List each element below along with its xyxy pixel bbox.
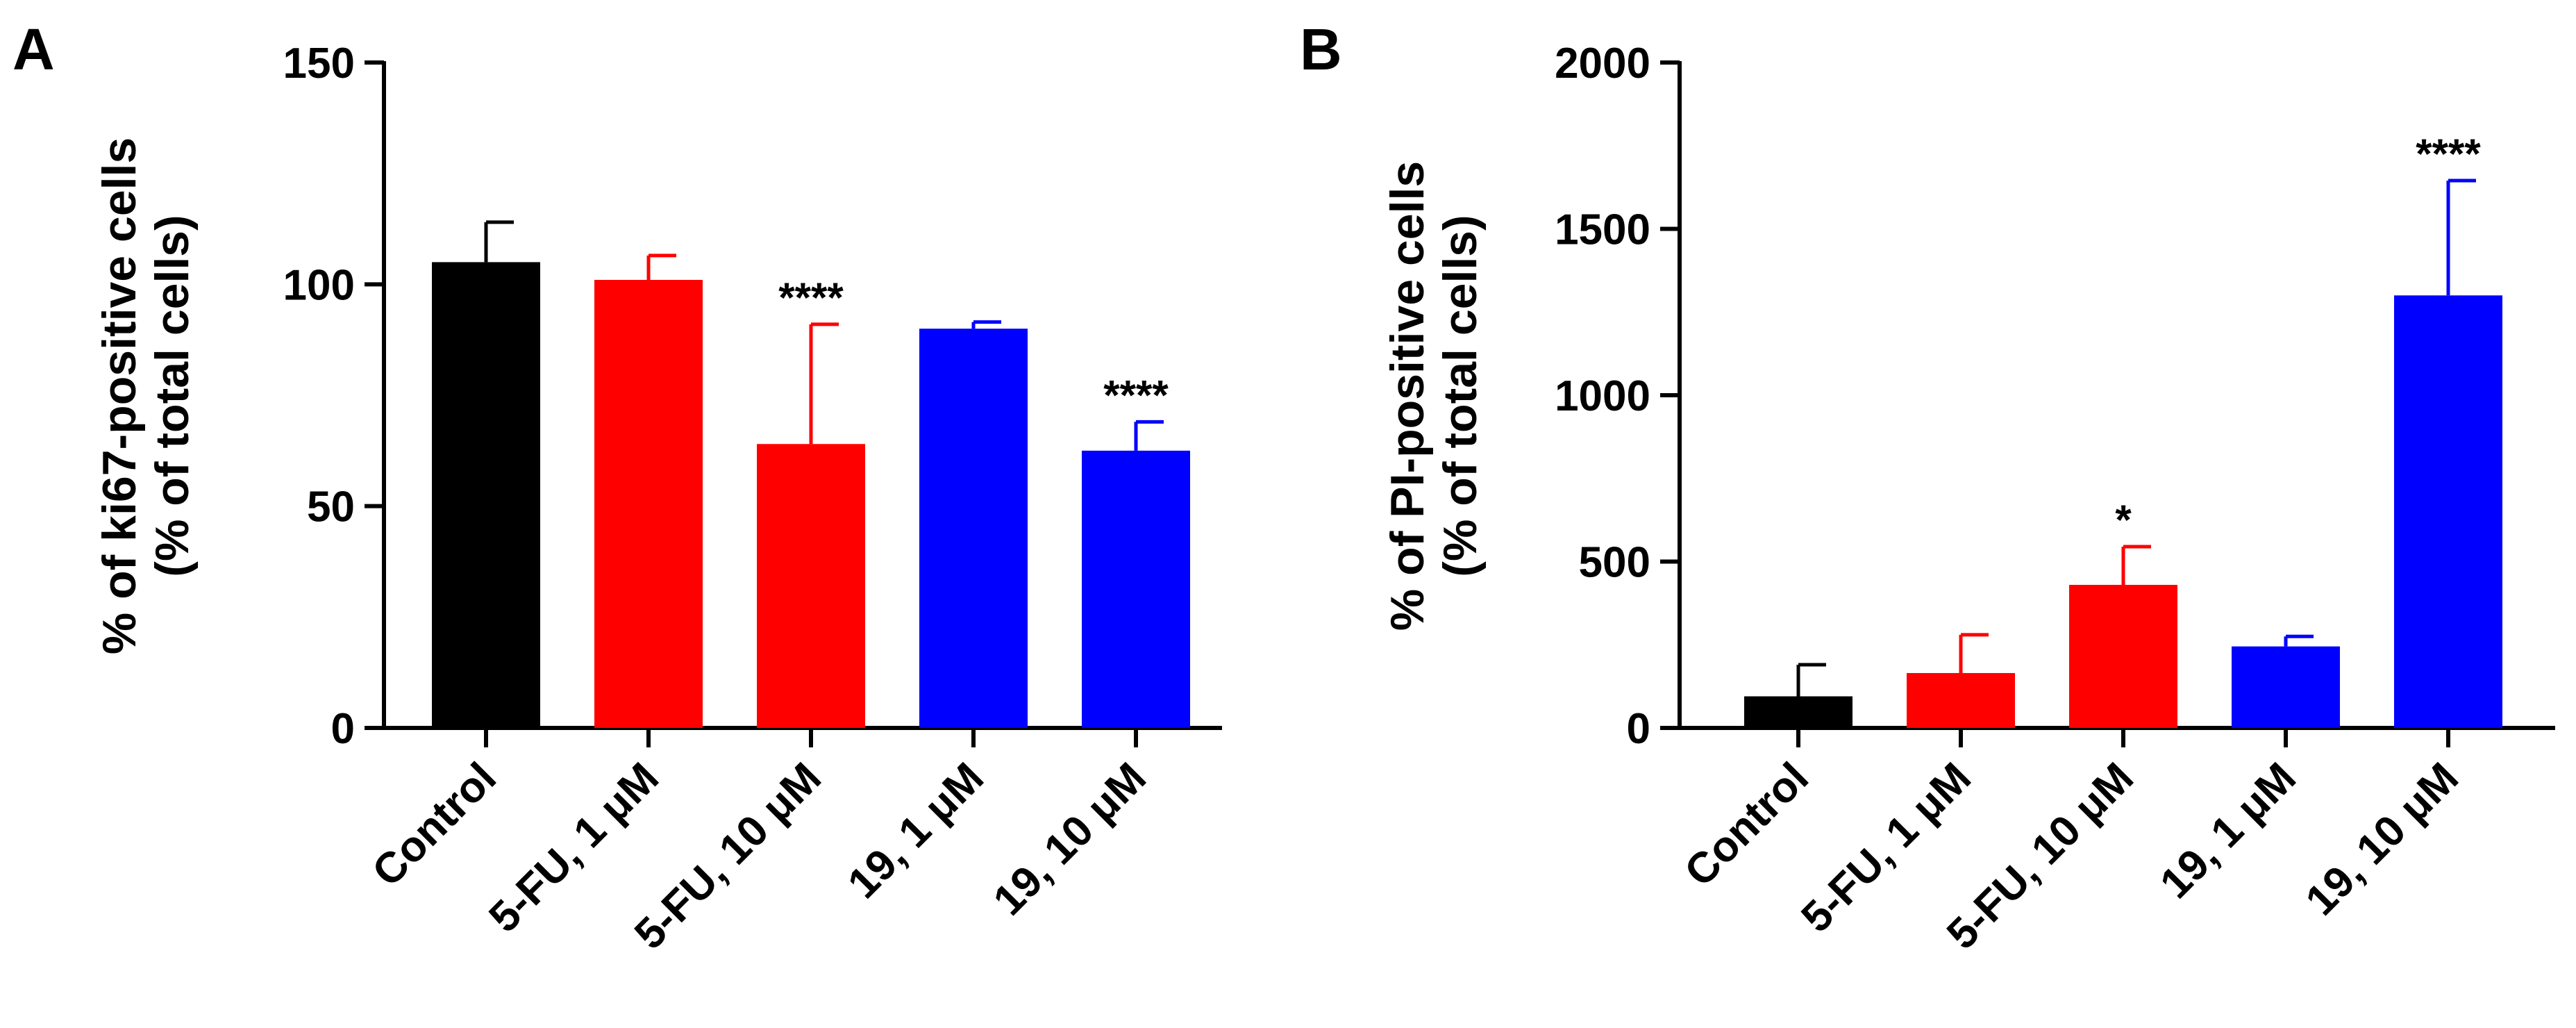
chart-a-bar-1 bbox=[594, 279, 703, 728]
chart-b-bar-2 bbox=[2069, 585, 2177, 728]
chart-a-significance-4: **** bbox=[1103, 372, 1169, 418]
panel-b-ylabel-line1: % of PI-positive cells bbox=[1381, 161, 1434, 631]
chart-b-ytick-label-4: 2000 bbox=[1555, 40, 1650, 88]
chart-a-bar-0 bbox=[432, 262, 540, 728]
chart-b-category-label-0: Control bbox=[1675, 754, 1818, 896]
chart-a-ytick-label-3: 150 bbox=[283, 40, 355, 88]
chart-a-category-label-0: Control bbox=[363, 754, 505, 896]
panel-b-ylabel-line2: (% of total cells) bbox=[1434, 215, 1487, 577]
chart-b-ytick-label-2: 1000 bbox=[1555, 372, 1650, 420]
chart-a-category-label-3: 19, 1 μM bbox=[839, 754, 993, 908]
chart-b-ytick-label-1: 500 bbox=[1579, 539, 1650, 587]
chart-a-significance-2: **** bbox=[778, 274, 844, 321]
chart-a-bar-2 bbox=[757, 444, 865, 728]
panel-a-ylabel-line2: (% of total cells) bbox=[146, 215, 199, 577]
chart-b-ytick-label-0: 0 bbox=[1627, 705, 1650, 753]
chart-b-bar-1 bbox=[1907, 672, 2015, 728]
chart-a-bar-3 bbox=[919, 329, 1028, 728]
chart-a-bar-4 bbox=[1082, 450, 1190, 728]
chart-a-ytick-label-0: 0 bbox=[331, 705, 355, 753]
chart-b-significance-2: * bbox=[2115, 497, 2132, 543]
chart-b-bar-0 bbox=[1744, 696, 1852, 728]
chart-a-ytick-label-1: 50 bbox=[307, 483, 355, 531]
panel-a-letter: A bbox=[12, 17, 55, 82]
chart-b-category-label-4: 19, 10 μM bbox=[2297, 754, 2468, 925]
chart-b-category-label-3: 19, 1 μM bbox=[2151, 754, 2305, 908]
chart-b-ytick-label-3: 1500 bbox=[1555, 206, 1650, 254]
panel-a: A % of ki67-positive cells (% of total c… bbox=[12, 17, 1222, 959]
panel-b: B % of PI-positive cells (% of total cel… bbox=[1300, 17, 2555, 959]
panel-b-ylabel: % of PI-positive cells (% of total cells… bbox=[1381, 161, 1487, 631]
panel-a-ylabel-line1: % of ki67-positive cells bbox=[93, 138, 146, 655]
chart-b-significance-4: **** bbox=[2416, 131, 2481, 177]
chart-b-bar-4 bbox=[2394, 295, 2502, 728]
chart-a-ytick-label-2: 100 bbox=[283, 261, 355, 309]
panel-b-letter: B bbox=[1300, 17, 1342, 82]
chart-b-bar-3 bbox=[2232, 646, 2340, 728]
panel-a-ylabel: % of ki67-positive cells (% of total cel… bbox=[93, 138, 199, 655]
chart-a-category-label-4: 19, 10 μM bbox=[985, 754, 1155, 925]
